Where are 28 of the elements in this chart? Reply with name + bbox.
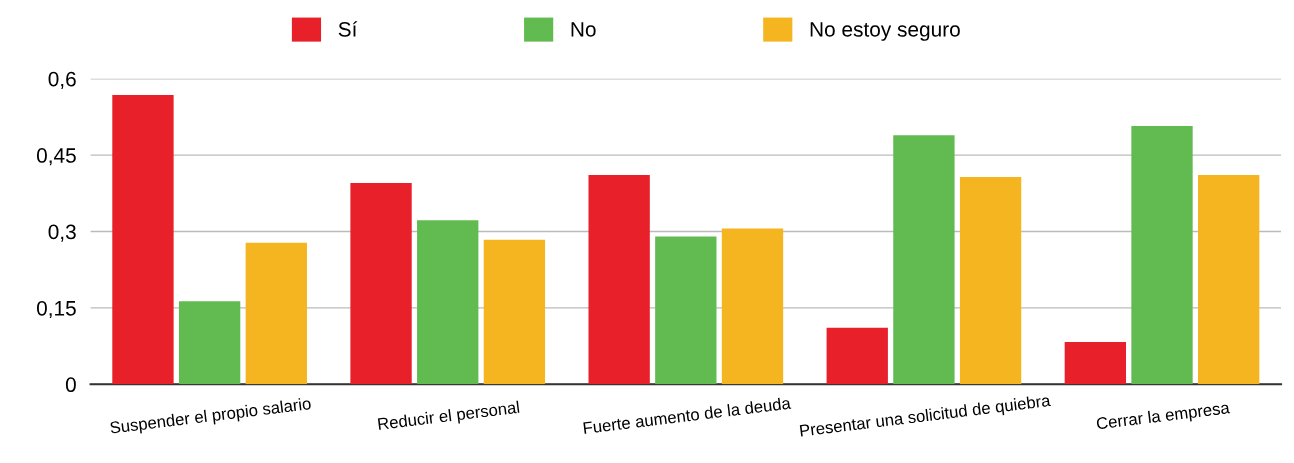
bar bbox=[483, 239, 546, 385]
y-tick-label: 0,6 bbox=[48, 71, 76, 89]
y-tick-label: 0 bbox=[65, 377, 76, 393]
x-tick-label: Cerrar la empresa bbox=[1096, 401, 1231, 433]
legend-label: No bbox=[571, 22, 596, 37]
bar bbox=[1198, 174, 1260, 385]
legend-label: No estoy seguro bbox=[810, 22, 960, 41]
bar bbox=[655, 236, 717, 385]
bar bbox=[721, 228, 784, 385]
bar bbox=[588, 174, 650, 385]
y-tick-label: 0,3 bbox=[48, 224, 76, 242]
legend-label: Sí bbox=[338, 21, 358, 37]
bar bbox=[178, 301, 241, 385]
x-tick-label: Presentar una solicitud de quiebra bbox=[799, 393, 1052, 440]
x-tick-label: Suspender el propio salario bbox=[109, 397, 312, 437]
x-tick-label: Fuerte aumento de la deuda bbox=[583, 396, 792, 435]
bar bbox=[1064, 342, 1127, 385]
bar bbox=[893, 135, 955, 385]
y-tick-label: 0,15 bbox=[36, 300, 76, 319]
x-tick-label: Reducir el personal bbox=[377, 400, 520, 434]
bar bbox=[350, 183, 412, 385]
bar bbox=[959, 177, 1022, 385]
y-tick-label: 0,45 bbox=[36, 148, 76, 166]
bar bbox=[1131, 126, 1193, 385]
bar bbox=[417, 220, 479, 385]
bar bbox=[112, 95, 174, 385]
bar bbox=[245, 242, 307, 385]
bar bbox=[826, 327, 888, 385]
